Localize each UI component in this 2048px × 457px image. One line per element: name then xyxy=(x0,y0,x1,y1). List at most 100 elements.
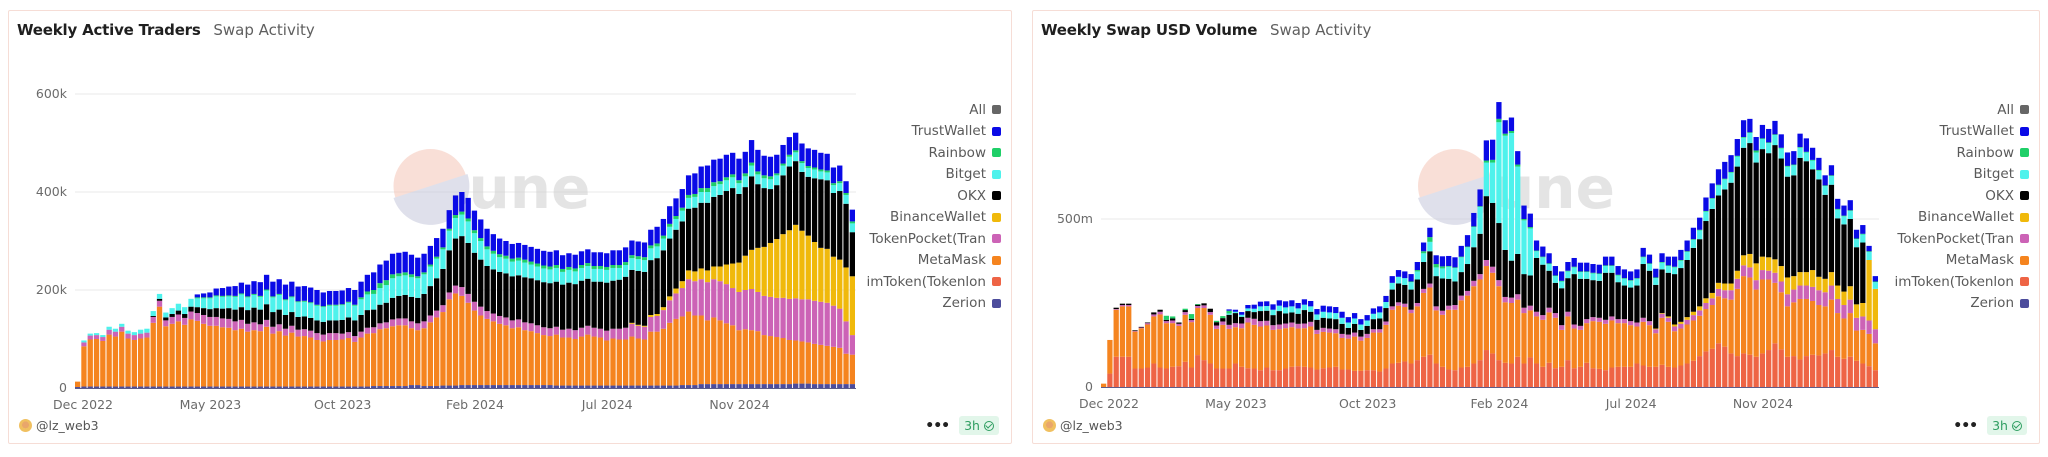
bar-segment-binance[interactable] xyxy=(1822,278,1828,293)
bar-segment-trustwallet[interactable] xyxy=(270,281,276,297)
bar-segment-okx[interactable] xyxy=(1722,189,1728,284)
bar-segment-tokenpocket[interactable] xyxy=(1477,274,1483,280)
bar-segment-trustwallet[interactable] xyxy=(824,153,830,171)
bar-segment-okx[interactable] xyxy=(723,191,730,265)
bar-segment-tokenpocket[interactable] xyxy=(100,337,106,341)
bar-segment-rainbow[interactable] xyxy=(1653,277,1659,279)
bar-segment-metamask[interactable] xyxy=(446,299,452,386)
bar-segment-bitget[interactable] xyxy=(1245,308,1251,312)
bar-segment-bitget[interactable] xyxy=(698,192,704,203)
bar-segment-okx[interactable] xyxy=(389,297,396,320)
bar-segment-bitget[interactable] xyxy=(849,223,855,233)
bar-segment-imtoken[interactable] xyxy=(1282,368,1289,387)
bar-segment-trustwallet[interactable] xyxy=(730,152,736,175)
bar-segment-okx[interactable] xyxy=(1615,282,1621,320)
bar-segment-okx[interactable] xyxy=(226,308,232,319)
bar-segment-metamask[interactable] xyxy=(522,330,528,386)
bar-segment-metamask[interactable] xyxy=(421,328,427,387)
bar-segment-bitget[interactable] xyxy=(408,277,415,297)
bar-segment-rainbow[interactable] xyxy=(1659,262,1665,263)
bar-segment-binance[interactable] xyxy=(1715,282,1722,289)
bar-segment-zerion[interactable] xyxy=(100,386,106,388)
bar-segment-metamask[interactable] xyxy=(748,330,755,385)
bar-segment-zerion[interactable] xyxy=(824,384,830,388)
bar-segment-zerion[interactable] xyxy=(496,385,503,388)
bar-segment-rainbow[interactable] xyxy=(1872,281,1878,283)
bar-segment-imtoken[interactable] xyxy=(1822,353,1828,387)
bar-segment-rainbow[interactable] xyxy=(383,280,389,286)
bar-segment-okx[interactable] xyxy=(849,232,855,277)
bar-segment-metamask[interactable] xyxy=(175,321,182,387)
bar-segment-okx[interactable] xyxy=(282,314,289,329)
bar-segment-rainbow[interactable] xyxy=(534,263,541,267)
bar-segment-tokenpocket[interactable] xyxy=(1803,285,1809,299)
bar-segment-bitget[interactable] xyxy=(459,214,465,237)
bar-segment-metamask[interactable] xyxy=(1295,328,1301,367)
bar-segment-bitget[interactable] xyxy=(818,171,824,180)
bar-segment-metamask[interactable] xyxy=(1308,326,1314,368)
bar-segment-zerion[interactable] xyxy=(326,386,333,388)
bar-segment-metamask[interactable] xyxy=(1621,323,1628,367)
bar-segment-okx[interactable] xyxy=(786,166,793,231)
bar-segment-rainbow[interactable] xyxy=(257,295,263,297)
bar-segment-trustwallet[interactable] xyxy=(648,229,654,246)
bar-segment-bitget[interactable] xyxy=(1590,273,1596,281)
bar-segment-binance[interactable] xyxy=(1653,328,1659,330)
bar-segment-tokenpocket[interactable] xyxy=(496,315,503,324)
bar-segment-okx[interactable] xyxy=(761,188,767,247)
bar-segment-okx[interactable] xyxy=(1715,195,1722,283)
bar-segment-trustwallet[interactable] xyxy=(1264,301,1270,307)
bar-segment-metamask[interactable] xyxy=(1596,321,1602,369)
bar-segment-rainbow[interactable] xyxy=(478,238,484,241)
bar-segment-tokenpocket[interactable] xyxy=(541,327,547,336)
bar-segment-bitget[interactable] xyxy=(1678,260,1684,269)
bar-segment-bitget[interactable] xyxy=(604,269,610,283)
bar-segment-metamask[interactable] xyxy=(1690,320,1697,361)
bar-segment-trustwallet[interactable] xyxy=(1483,140,1489,161)
bar-segment-metamask[interactable] xyxy=(635,338,641,386)
bar-segment-tokenpocket[interactable] xyxy=(591,327,597,337)
bar-segment-rainbow[interactable] xyxy=(597,265,604,269)
bar-segment-tokenpocket[interactable] xyxy=(1703,303,1709,310)
bar-segment-trustwallet[interactable] xyxy=(333,290,339,305)
bar-segment-rainbow[interactable] xyxy=(1533,250,1540,252)
bar-segment-imtoken[interactable] xyxy=(1628,366,1634,387)
bar-segment-rainbow[interactable] xyxy=(251,293,257,295)
bar-segment-rainbow[interactable] xyxy=(1565,270,1571,272)
bar-segment-okx[interactable] xyxy=(1282,313,1289,324)
bar-segment-bitget[interactable] xyxy=(805,167,811,177)
bar-segment-metamask[interactable] xyxy=(320,341,326,387)
bar-segment-trustwallet[interactable] xyxy=(1527,213,1533,228)
bar-segment-rainbow[interactable] xyxy=(1740,137,1747,138)
bar-segment-imtoken[interactable] xyxy=(1527,357,1533,387)
bar-segment-tokenpocket[interactable] xyxy=(1170,320,1176,324)
bar-segment-tokenpocket[interactable] xyxy=(1458,295,1464,301)
legend-item-tokenpocket-tran[interactable]: TokenPocket(Tran xyxy=(866,228,1001,250)
bar-segment-okx[interactable] xyxy=(1201,303,1207,306)
bar-segment-metamask[interactable] xyxy=(478,315,484,386)
bar-segment-trustwallet[interactable] xyxy=(774,154,780,174)
bar-segment-zerion[interactable] xyxy=(263,386,270,388)
bar-segment-trustwallet[interactable] xyxy=(1671,256,1678,267)
bar-segment-tokenpocket[interactable] xyxy=(1860,316,1866,330)
bar-segment-rainbow[interactable] xyxy=(301,300,308,302)
bar-segment-binance[interactable] xyxy=(660,307,667,311)
bar-segment-trustwallet[interactable] xyxy=(396,252,402,274)
bar-segment-rainbow[interactable] xyxy=(793,150,799,153)
bar-segment-rainbow[interactable] xyxy=(276,293,282,295)
bar-segment-tokenpocket[interactable] xyxy=(1728,290,1734,300)
bar-segment-okx[interactable] xyxy=(471,252,478,302)
bar-segment-tokenpocket[interactable] xyxy=(389,319,396,327)
bar-segment-rainbow[interactable] xyxy=(515,257,522,261)
bar-segment-metamask[interactable] xyxy=(1358,340,1364,371)
bar-segment-metamask[interactable] xyxy=(1546,312,1552,363)
bar-segment-rainbow[interactable] xyxy=(824,170,830,173)
bar-segment-okx[interactable] xyxy=(660,250,667,308)
bar-segment-imtoken[interactable] xyxy=(1835,356,1841,387)
bar-segment-bitget[interactable] xyxy=(780,165,786,176)
bar-segment-okx[interactable] xyxy=(1766,153,1772,258)
bar-segment-okx[interactable] xyxy=(1734,166,1740,271)
bar-segment-trustwallet[interactable] xyxy=(471,210,478,231)
bar-segment-tokenpocket[interactable] xyxy=(377,323,383,330)
bar-segment-tokenpocket[interactable] xyxy=(1540,315,1546,320)
